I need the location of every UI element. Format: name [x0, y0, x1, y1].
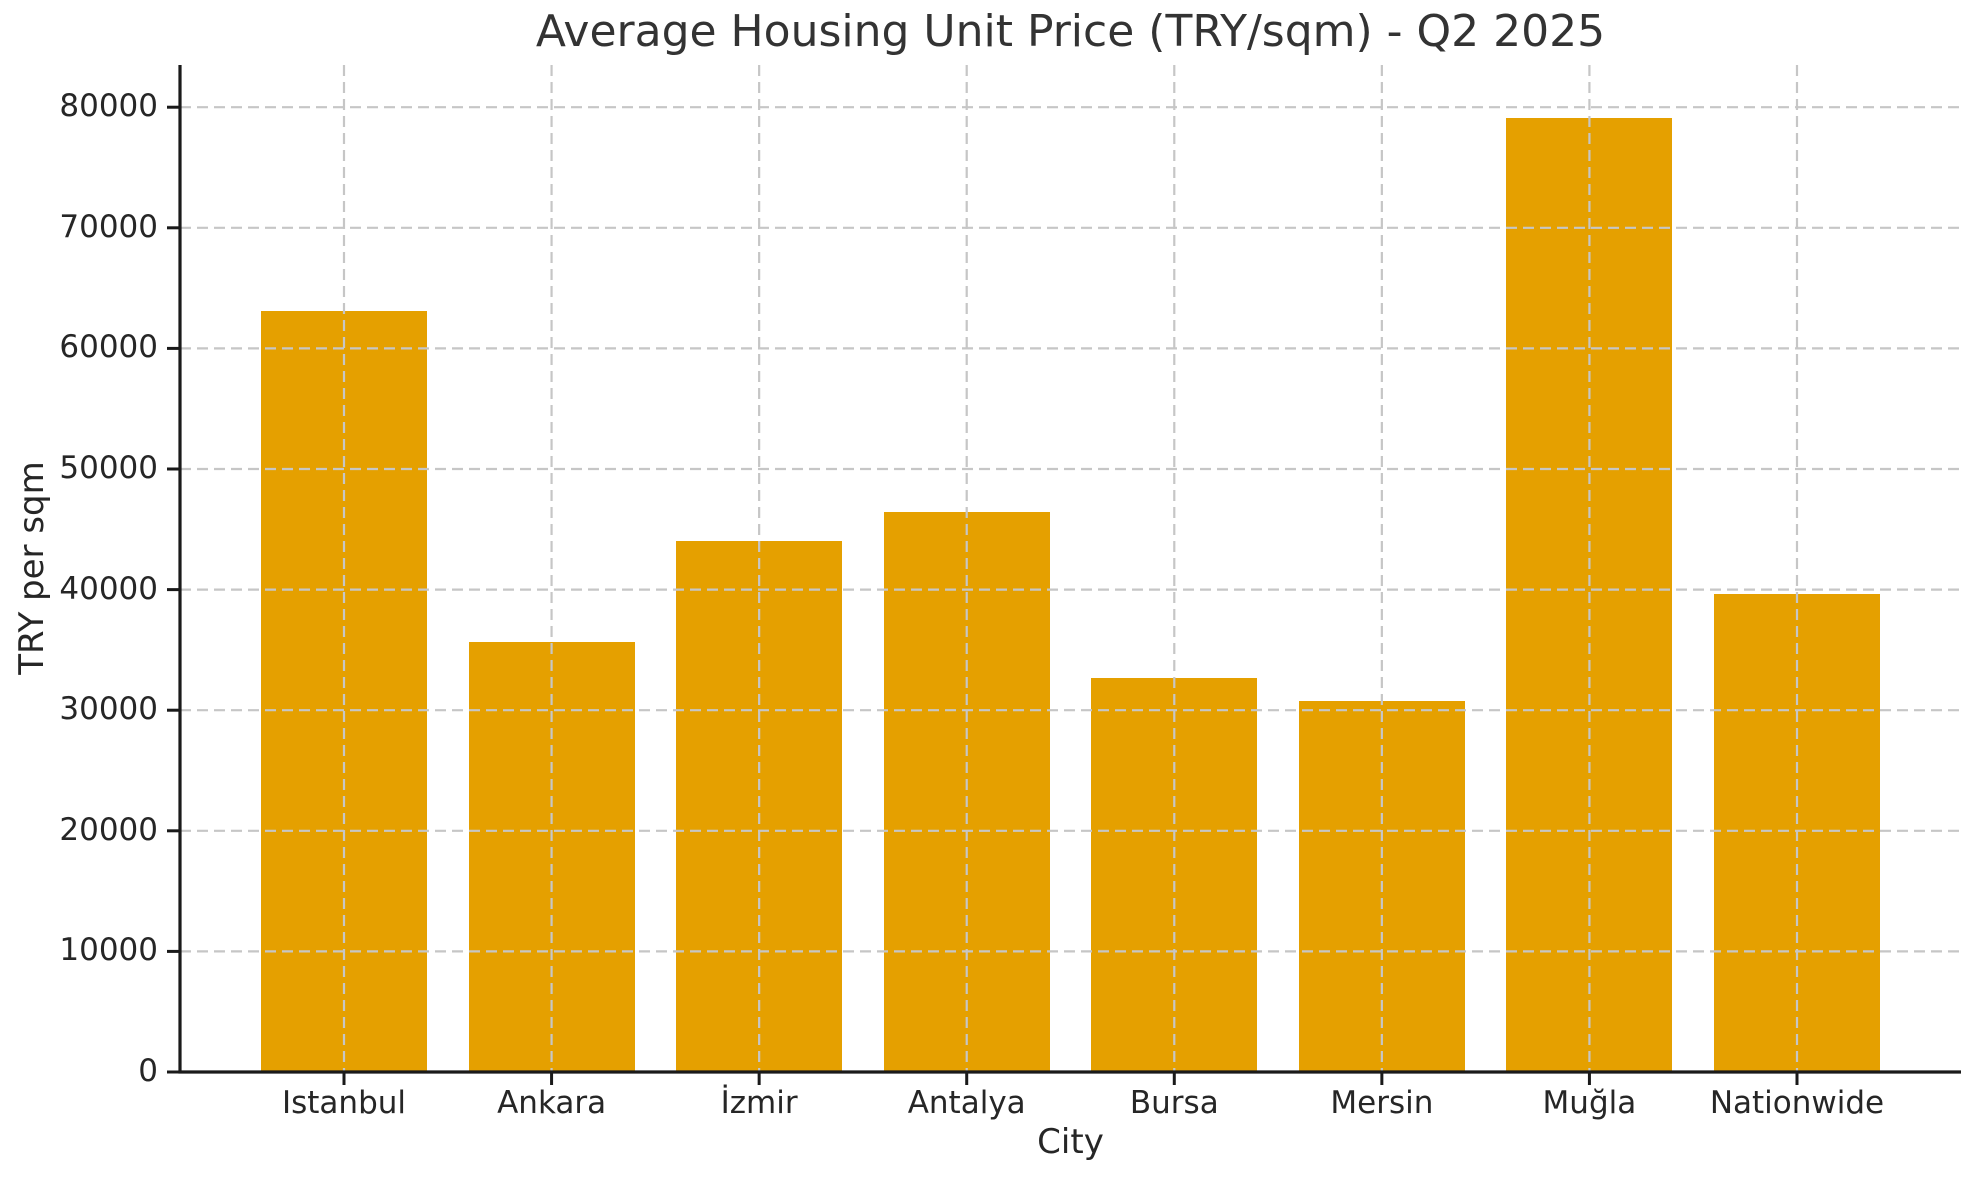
x-axis-label: City [1037, 1122, 1104, 1162]
y-tick-label-70000: 70000 [59, 208, 158, 245]
y-axis-label: TRY per sqm [12, 461, 52, 675]
x-tick-label-antalya: Antalya [907, 1085, 1026, 1121]
y-tick-label-40000: 40000 [59, 570, 158, 607]
chart-title: Average Housing Unit Price (TRY/sqm) - Q… [535, 6, 1606, 57]
bar-bursa [1091, 677, 1258, 1072]
x-tick-label-izmir: İzmir [720, 1085, 798, 1121]
y-tick-label-50000: 50000 [59, 450, 158, 486]
x-tick-label-bursa: Bursa [1129, 1085, 1219, 1121]
x-tick-label-ankara: Ankara [497, 1085, 607, 1121]
bar-nationwide [1714, 593, 1880, 1072]
y-tick-label-0: 0 [138, 1053, 158, 1089]
y-tick-label-10000: 10000 [59, 932, 158, 969]
bar-mersin [1298, 700, 1465, 1072]
x-tick-label-istanbul: Istanbul [281, 1085, 407, 1121]
x-tick-label-mersin: Mersin [1330, 1085, 1434, 1121]
y-tick-label-30000: 30000 [59, 691, 158, 728]
x-tick-label-mugla: Muğla [1542, 1085, 1637, 1121]
y-tick-label-20000: 20000 [59, 811, 158, 848]
y-tick-label-60000: 60000 [59, 329, 158, 366]
bar-izmir [676, 541, 843, 1072]
x-tick-label-nationwide: Nationwide [1709, 1085, 1885, 1121]
bar-antalya [883, 512, 1050, 1072]
bar-istanbul [261, 311, 427, 1072]
bar-ankara [468, 641, 635, 1072]
y-tick-label-80000: 80000 [59, 88, 158, 125]
bar-mugla [1506, 118, 1673, 1072]
